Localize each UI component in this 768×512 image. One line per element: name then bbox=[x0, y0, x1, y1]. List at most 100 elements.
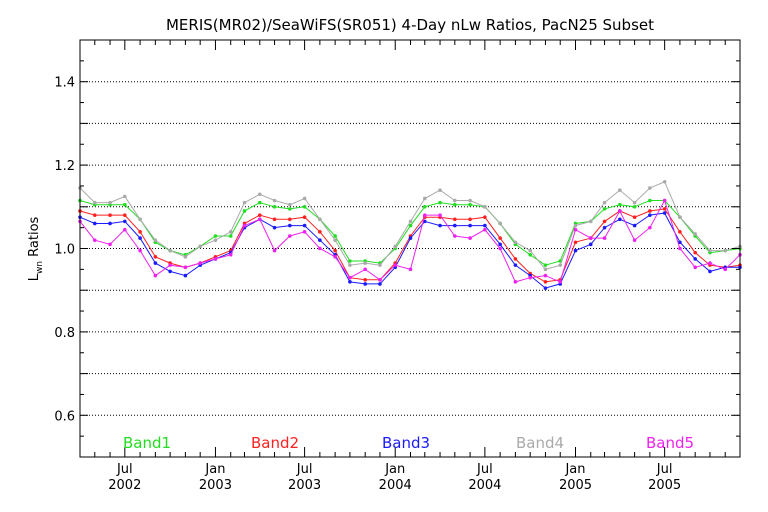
data-point bbox=[138, 236, 142, 240]
x-tick-label-month: Jul bbox=[116, 462, 133, 477]
data-point bbox=[483, 205, 487, 209]
data-point bbox=[348, 275, 352, 280]
data-point bbox=[528, 252, 532, 257]
data-point bbox=[422, 196, 427, 201]
data-point bbox=[138, 230, 142, 234]
data-point bbox=[618, 188, 622, 192]
data-point bbox=[632, 205, 637, 209]
data-point bbox=[543, 286, 548, 290]
data-point bbox=[213, 238, 218, 242]
data-point bbox=[333, 238, 337, 242]
data-point bbox=[348, 280, 352, 284]
data-point bbox=[213, 234, 218, 238]
data-point bbox=[708, 261, 712, 265]
data-point bbox=[123, 213, 127, 217]
x-tick-label-year: 2002 bbox=[108, 478, 141, 493]
y-axis-label-main: L bbox=[27, 273, 42, 281]
y-axis: 0.6 0.8 1.0 1.2 1.4 bbox=[54, 60, 740, 437]
data-point bbox=[123, 194, 127, 199]
data-point bbox=[693, 257, 697, 261]
data-point bbox=[662, 211, 667, 215]
data-point bbox=[618, 217, 622, 222]
series-line bbox=[79, 200, 741, 266]
x-axis: Jul2002Jan2003Jul2003Jan2004Jul2004Jan20… bbox=[79, 40, 741, 493]
data-point bbox=[468, 217, 472, 222]
x-tick-label-month: Jan bbox=[204, 462, 225, 477]
data-point bbox=[198, 261, 202, 265]
x-tick-label-month: Jul bbox=[476, 462, 493, 477]
x-tick-label-year: 2004 bbox=[468, 478, 501, 493]
data-point bbox=[693, 265, 697, 270]
data-point bbox=[632, 200, 637, 205]
data-point bbox=[257, 200, 262, 205]
data-point bbox=[558, 263, 563, 267]
data-point bbox=[257, 213, 262, 217]
data-point bbox=[422, 213, 427, 217]
data-point bbox=[288, 202, 292, 207]
data-point bbox=[333, 255, 337, 259]
data-point bbox=[588, 236, 593, 240]
data-point bbox=[422, 205, 427, 209]
data-point bbox=[183, 265, 188, 270]
data-point bbox=[228, 252, 233, 257]
data-point bbox=[483, 223, 487, 228]
data-point bbox=[438, 223, 442, 228]
data-point bbox=[648, 209, 652, 213]
data-point bbox=[708, 269, 712, 274]
y-tick-label: 0.6 bbox=[54, 409, 75, 424]
data-point bbox=[632, 215, 637, 220]
y-tick-label: 0.8 bbox=[54, 326, 75, 341]
data-point bbox=[708, 248, 712, 253]
data-point bbox=[678, 246, 682, 251]
y-axis-label-rest: Ratios bbox=[27, 216, 42, 261]
series-band2 bbox=[78, 207, 742, 284]
data-point bbox=[302, 196, 307, 201]
data-point bbox=[242, 223, 247, 228]
data-point bbox=[108, 200, 112, 205]
data-point bbox=[678, 230, 682, 234]
x-tick-label-month: Jan bbox=[384, 462, 405, 477]
data-point bbox=[272, 225, 277, 230]
series-band1 bbox=[78, 198, 742, 267]
data-point bbox=[378, 282, 382, 286]
data-point bbox=[257, 217, 262, 222]
data-point bbox=[408, 223, 413, 228]
legend-item-band3: Band3 bbox=[382, 434, 430, 452]
y-axis-label-sub: wn bbox=[35, 261, 45, 274]
data-point bbox=[602, 225, 607, 230]
legend: Band1 Band2 Band3 Band4 Band5 bbox=[123, 434, 694, 452]
data-point bbox=[602, 236, 607, 240]
data-point bbox=[618, 202, 622, 207]
data-point bbox=[108, 213, 112, 217]
data-point bbox=[288, 223, 292, 228]
series-band5 bbox=[78, 198, 742, 284]
legend-item-band1: Band1 bbox=[123, 434, 171, 452]
data-point bbox=[513, 240, 518, 245]
data-point bbox=[528, 248, 532, 253]
data-point bbox=[153, 238, 158, 242]
data-point bbox=[92, 238, 97, 242]
data-point bbox=[498, 236, 502, 240]
x-tick-label-month: Jan bbox=[564, 462, 585, 477]
data-point bbox=[92, 221, 97, 226]
data-point bbox=[468, 198, 472, 203]
data-point bbox=[723, 267, 728, 272]
data-point bbox=[333, 234, 337, 238]
data-point bbox=[693, 232, 697, 236]
data-point bbox=[168, 248, 172, 253]
data-point bbox=[363, 282, 367, 286]
x-tick-label-month: Jul bbox=[656, 462, 673, 477]
data-point bbox=[288, 234, 292, 238]
chart-title: MERIS(MR02)/SeaWiFS(SR051) 4-Day nLw Rat… bbox=[166, 16, 654, 34]
data-point bbox=[632, 223, 637, 228]
data-point bbox=[468, 223, 472, 228]
data-point bbox=[468, 236, 472, 240]
data-point bbox=[573, 223, 578, 228]
data-point bbox=[123, 219, 127, 224]
data-point bbox=[543, 267, 548, 272]
data-point bbox=[483, 227, 487, 232]
data-point bbox=[693, 250, 697, 255]
data-point bbox=[498, 246, 502, 251]
data-point bbox=[228, 234, 233, 238]
